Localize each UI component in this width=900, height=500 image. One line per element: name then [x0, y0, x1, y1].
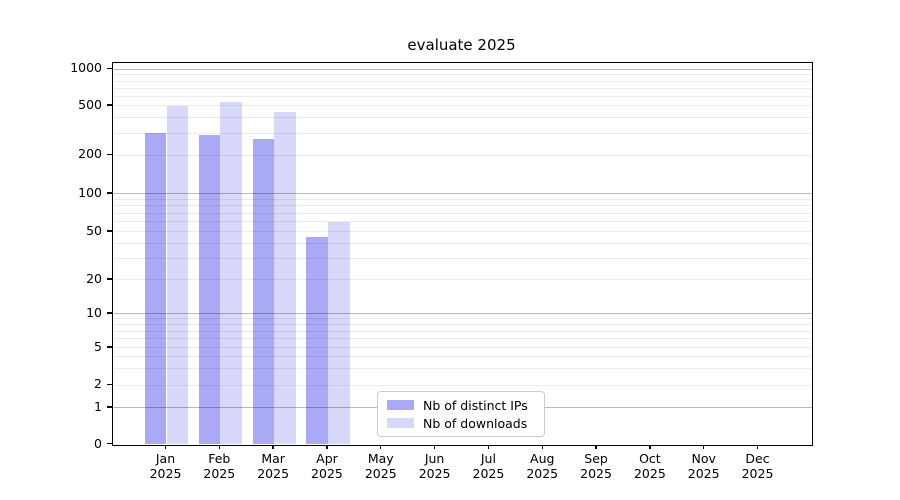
- gridline-1000: [113, 68, 812, 70]
- x-tick-label-feb: Feb 2025: [203, 450, 236, 482]
- x-tick-mark-dec: [756, 444, 759, 449]
- plot-area: Nb of distinct IPs Nb of downloads: [112, 62, 813, 446]
- x-tick-mark-may: [380, 444, 382, 449]
- y-tick-label-0: 0: [94, 435, 102, 451]
- bar-distinct-ips-feb: [198, 135, 221, 445]
- gridline-80: [113, 205, 812, 207]
- y-tick-label-10: 10: [86, 304, 102, 320]
- gridline-600: [113, 95, 812, 97]
- gridline-8: [113, 324, 812, 326]
- y-tick-mark-10: [107, 312, 112, 314]
- y-tick-mark-1000: [107, 67, 112, 70]
- x-tick-label-dec: Dec 2025: [741, 450, 774, 482]
- gridline-50: [113, 231, 812, 233]
- gridline-400: [113, 117, 812, 119]
- gridline-9: [113, 318, 812, 320]
- bar-downloads-feb: [220, 102, 242, 445]
- gridline-60: [113, 221, 812, 223]
- gridline-800: [113, 80, 812, 82]
- gridline-200: [113, 154, 812, 156]
- gridline-20: [113, 279, 812, 281]
- x-tick-label-jul: Jul 2025: [472, 450, 505, 482]
- gridline-40: [113, 242, 812, 244]
- y-tick-label-100: 100: [78, 184, 102, 200]
- legend-item-downloads: Nb of downloads: [387, 416, 544, 431]
- y-tick-mark-50: [107, 230, 112, 232]
- y-tick-mark-0: [107, 443, 112, 445]
- legend-label-downloads: Nb of downloads: [423, 415, 528, 431]
- gridline-30: [113, 258, 812, 260]
- legend-swatch-distinct-ips: [387, 400, 414, 410]
- gridline-90: [113, 198, 812, 200]
- gridline-900: [113, 74, 812, 76]
- legend-item-distinct-ips: Nb of distinct IPs: [387, 398, 544, 413]
- x-tick-label-jun: Jun 2025: [418, 450, 451, 482]
- gridline-6: [113, 338, 812, 340]
- x-tick-label-aug: Aug 2025: [526, 450, 559, 482]
- x-tick-mark-aug: [541, 444, 543, 449]
- x-tick-mark-jul: [487, 444, 490, 449]
- y-tick-mark-5: [107, 346, 112, 348]
- gridline-300: [113, 132, 812, 134]
- legend: Nb of distinct IPs Nb of downloads: [377, 391, 545, 437]
- y-tick-label-20: 20: [86, 270, 102, 286]
- gridline-70: [113, 212, 812, 214]
- gridline-4: [113, 356, 812, 358]
- gridline-100: [113, 193, 812, 195]
- y-tick-label-5: 5: [94, 338, 102, 354]
- gridline-2: [113, 384, 812, 386]
- y-tick-label-1: 1: [94, 398, 102, 414]
- x-tick-label-apr: Apr 2025: [311, 450, 343, 482]
- x-tick-mark-apr: [326, 444, 328, 449]
- x-tick-mark-feb: [218, 444, 220, 449]
- x-tick-mark-jan: [164, 444, 167, 449]
- x-tick-label-jan: Jan 2025: [149, 450, 182, 482]
- x-tick-label-sep: Sep 2025: [580, 450, 612, 482]
- gridline-3: [113, 368, 812, 370]
- y-tick-mark-200: [107, 153, 112, 156]
- gridline-10: [113, 313, 812, 315]
- y-tick-mark-100: [107, 192, 112, 194]
- y-tick-mark-1: [107, 406, 112, 408]
- bar-distinct-ips-mar: [252, 139, 275, 445]
- bar-distinct-ips-jan: [144, 133, 167, 445]
- bar-downloads-mar: [274, 111, 296, 445]
- chart-title: evaluate 2025: [407, 36, 516, 54]
- legend-label-distinct-ips: Nb of distinct IPs: [423, 397, 528, 413]
- bar-downloads-apr: [327, 221, 350, 445]
- x-tick-mark-mar: [272, 444, 274, 449]
- x-tick-label-nov: Nov 2025: [687, 450, 720, 482]
- y-tick-mark-20: [107, 278, 112, 280]
- x-tick-mark-oct: [649, 444, 651, 449]
- x-tick-label-mar: Mar 2025: [257, 450, 290, 482]
- y-tick-label-1000: 1000: [70, 60, 102, 76]
- x-tick-mark-sep: [595, 444, 597, 449]
- y-tick-label-2: 2: [94, 376, 102, 392]
- x-tick-label-oct: Oct 2025: [633, 450, 666, 482]
- gridline-5: [113, 347, 812, 349]
- y-tick-label-200: 200: [78, 146, 102, 162]
- y-tick-mark-2: [107, 383, 112, 386]
- x-tick-mark-jun: [433, 444, 436, 449]
- bar-downloads-jan: [166, 105, 189, 445]
- gridline-7: [113, 330, 812, 332]
- y-tick-label-50: 50: [86, 222, 102, 238]
- bar-distinct-ips-apr: [306, 237, 328, 445]
- gridline-500: [113, 105, 812, 107]
- x-tick-mark-nov: [703, 444, 705, 449]
- gridline-700: [113, 87, 812, 89]
- y-tick-label-500: 500: [78, 96, 102, 112]
- x-tick-label-may: May 2025: [364, 450, 397, 482]
- legend-swatch-downloads: [387, 418, 414, 428]
- y-tick-mark-500: [107, 104, 112, 106]
